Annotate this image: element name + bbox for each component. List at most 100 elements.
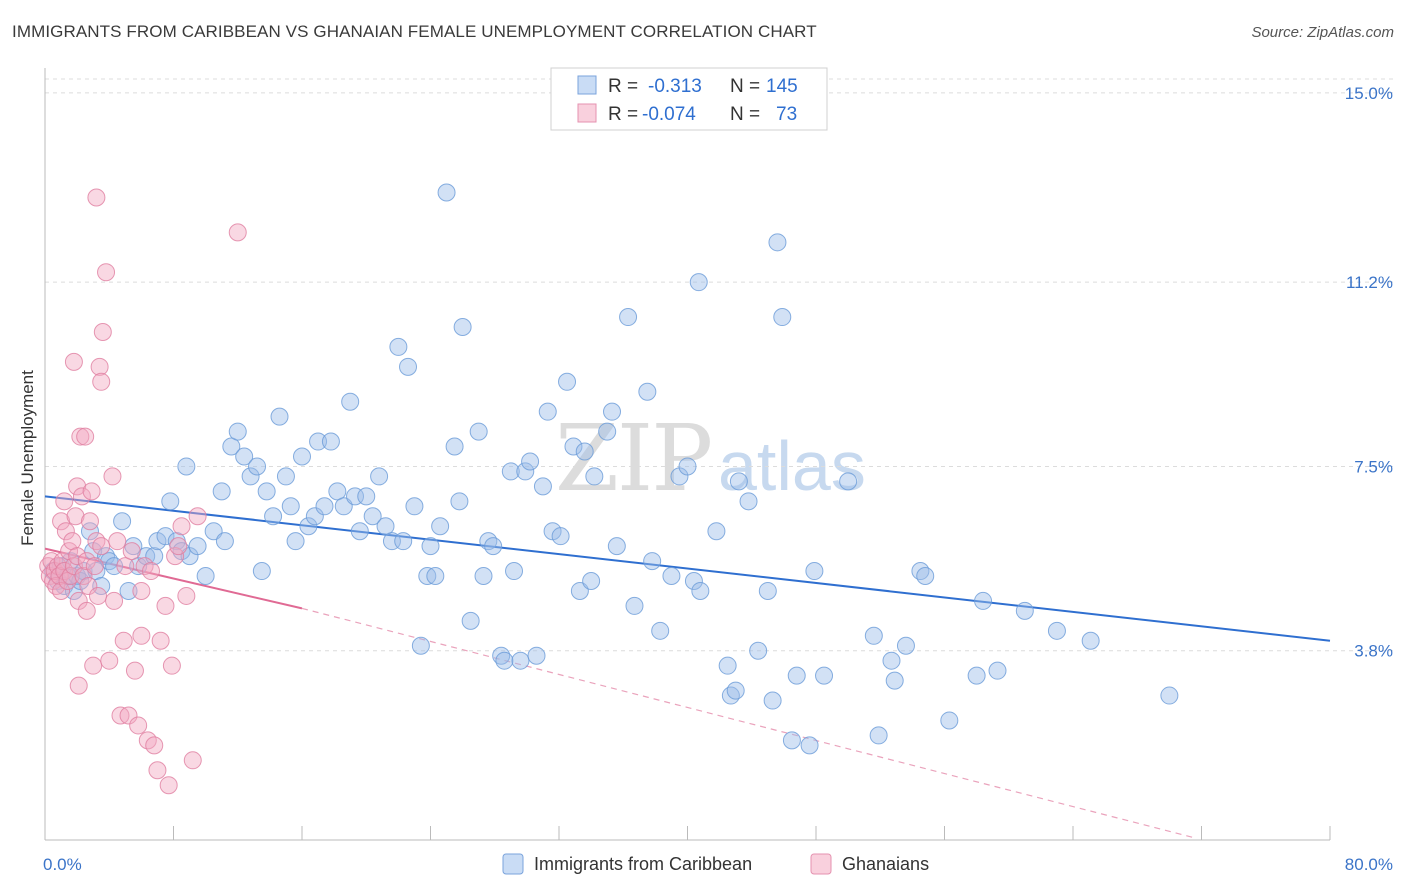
ghanaian-point-8 bbox=[52, 512, 71, 531]
ghanaian-point-13 bbox=[58, 572, 77, 591]
ghanaian-point-65 bbox=[69, 676, 88, 695]
caribbean-point-66 bbox=[405, 497, 424, 516]
caribbean-point-18 bbox=[119, 581, 138, 600]
ghanaian-point-37 bbox=[100, 651, 119, 670]
ghanaian-point-52 bbox=[145, 736, 164, 755]
tick-labels: 3.8% 7.5% 11.2% 15.0% 0.0% 80.0% bbox=[43, 84, 1393, 874]
caribbean-point-80 bbox=[484, 537, 503, 556]
gridlines bbox=[45, 78, 1395, 652]
ghanaian-point-48 bbox=[132, 581, 151, 600]
caribbean-point-43 bbox=[270, 407, 289, 426]
caribbean-point-79 bbox=[479, 532, 498, 551]
ghanaian-point-27 bbox=[79, 576, 98, 595]
caribbean-point-93 bbox=[558, 372, 577, 391]
ghanaian-point-29 bbox=[82, 482, 101, 501]
caribbean-point-102 bbox=[619, 308, 638, 327]
ghanaian-point-64 bbox=[228, 223, 247, 242]
caribbean-point-60 bbox=[370, 467, 389, 486]
caribbean-point-94 bbox=[564, 437, 583, 456]
caribbean-point-124 bbox=[782, 731, 801, 750]
legend-n-value-1: 145 bbox=[766, 76, 798, 97]
ghanaian-point-62 bbox=[183, 751, 202, 770]
caribbean-point-52 bbox=[321, 432, 340, 451]
ghanaian-point-24 bbox=[74, 567, 93, 586]
ghanaian-point-71 bbox=[77, 601, 96, 620]
caribbean-point-137 bbox=[940, 711, 959, 730]
caribbean-point-125 bbox=[787, 666, 806, 685]
caribbean-point-115 bbox=[721, 686, 740, 705]
caribbean-point-122 bbox=[768, 233, 787, 252]
caribbean-point-88 bbox=[527, 646, 546, 665]
ghanaian-point-32 bbox=[87, 532, 106, 551]
bottom-legend-label-caribbean: Immigrants from Caribbean bbox=[534, 854, 752, 874]
caribbean-point-83 bbox=[501, 462, 520, 481]
caribbean-point-73 bbox=[445, 437, 464, 456]
caribbean-point-44 bbox=[276, 467, 295, 486]
caribbean-point-109 bbox=[678, 457, 697, 476]
y-tick-label-1: 7.5% bbox=[1354, 457, 1393, 476]
caribbean-point-24 bbox=[156, 527, 175, 546]
caribbean-point-64 bbox=[394, 532, 413, 551]
ghanaian-point-69 bbox=[87, 188, 106, 207]
caribbean-point-55 bbox=[341, 392, 360, 411]
bottom-legend-label-ghanaians: Ghanaians bbox=[842, 854, 929, 874]
caribbean-point-119 bbox=[749, 641, 768, 660]
legend-swatch-ghanaians bbox=[577, 103, 597, 123]
caribbean-point-47 bbox=[293, 447, 311, 466]
caribbean-point-101 bbox=[607, 537, 626, 556]
ghanaian-point-33 bbox=[89, 586, 108, 605]
ghanaian-point-36 bbox=[97, 263, 116, 282]
ghanaian-point-34 bbox=[92, 537, 111, 556]
ghanaian-point-28 bbox=[80, 512, 99, 531]
caribbean-point-71 bbox=[431, 517, 450, 536]
ghanaian-point-18 bbox=[66, 507, 85, 526]
caribbean-point-103 bbox=[625, 596, 644, 615]
caribbean-point-69 bbox=[421, 537, 440, 556]
caribbean-point-6 bbox=[64, 581, 83, 600]
caribbean-point-120 bbox=[758, 581, 777, 600]
bottom-legend-swatch-ghanaians bbox=[810, 853, 832, 875]
caribbean-point-72 bbox=[437, 183, 456, 202]
caribbean-point-28 bbox=[177, 457, 196, 476]
caribbean-point-15 bbox=[100, 552, 119, 571]
caribbean-point-74 bbox=[450, 492, 469, 511]
caribbean-point-96 bbox=[575, 442, 594, 461]
ghanaian-point-54 bbox=[151, 631, 170, 650]
ghanaian-point-58 bbox=[166, 547, 185, 566]
caribbean-point-114 bbox=[718, 656, 737, 675]
caribbean-point-41 bbox=[257, 482, 276, 501]
ghanaian-point-67 bbox=[92, 372, 111, 391]
caribbean-point-132 bbox=[882, 651, 901, 670]
caribbean-point-135 bbox=[911, 562, 930, 581]
ghanaian-point-43 bbox=[116, 557, 135, 576]
caribbean-point-13 bbox=[92, 576, 111, 595]
caribbean-point-76 bbox=[461, 611, 480, 630]
ghanaian-point-70 bbox=[55, 492, 74, 511]
caribbean-point-30 bbox=[188, 537, 207, 556]
x-tick-label-0: 0.0% bbox=[43, 855, 82, 874]
watermark-zip: ZIP bbox=[555, 405, 711, 512]
caribbean-point-116 bbox=[726, 681, 745, 700]
ghanaian-point-56 bbox=[159, 776, 178, 795]
caribbean-point-63 bbox=[389, 337, 408, 356]
bottom-legend-swatch-caribbean bbox=[502, 853, 524, 875]
caribbean-point-134 bbox=[896, 636, 915, 655]
legend-n-label-2: N = bbox=[730, 104, 760, 125]
caribbean-point-59 bbox=[363, 507, 382, 526]
caribbean-point-87 bbox=[521, 452, 540, 471]
data-points bbox=[39, 183, 1179, 795]
caribbean-point-84 bbox=[505, 562, 524, 581]
caribbean-point-140 bbox=[988, 661, 1007, 680]
caribbean-point-97 bbox=[582, 572, 601, 591]
caribbean-point-139 bbox=[974, 591, 993, 610]
ghanaian-point-66 bbox=[90, 357, 109, 376]
trend-lines bbox=[44, 495, 1331, 839]
caribbean-point-38 bbox=[241, 467, 260, 486]
legend-r-value-1: -0.313 bbox=[648, 76, 702, 97]
bottom-legend: Immigrants from Caribbean Ghanaians bbox=[502, 853, 929, 875]
ghanaian-point-39 bbox=[105, 591, 124, 610]
ghanaian-point-72 bbox=[132, 626, 151, 645]
caribbean-point-33 bbox=[212, 482, 231, 501]
caribbean-point-48 bbox=[299, 517, 318, 536]
